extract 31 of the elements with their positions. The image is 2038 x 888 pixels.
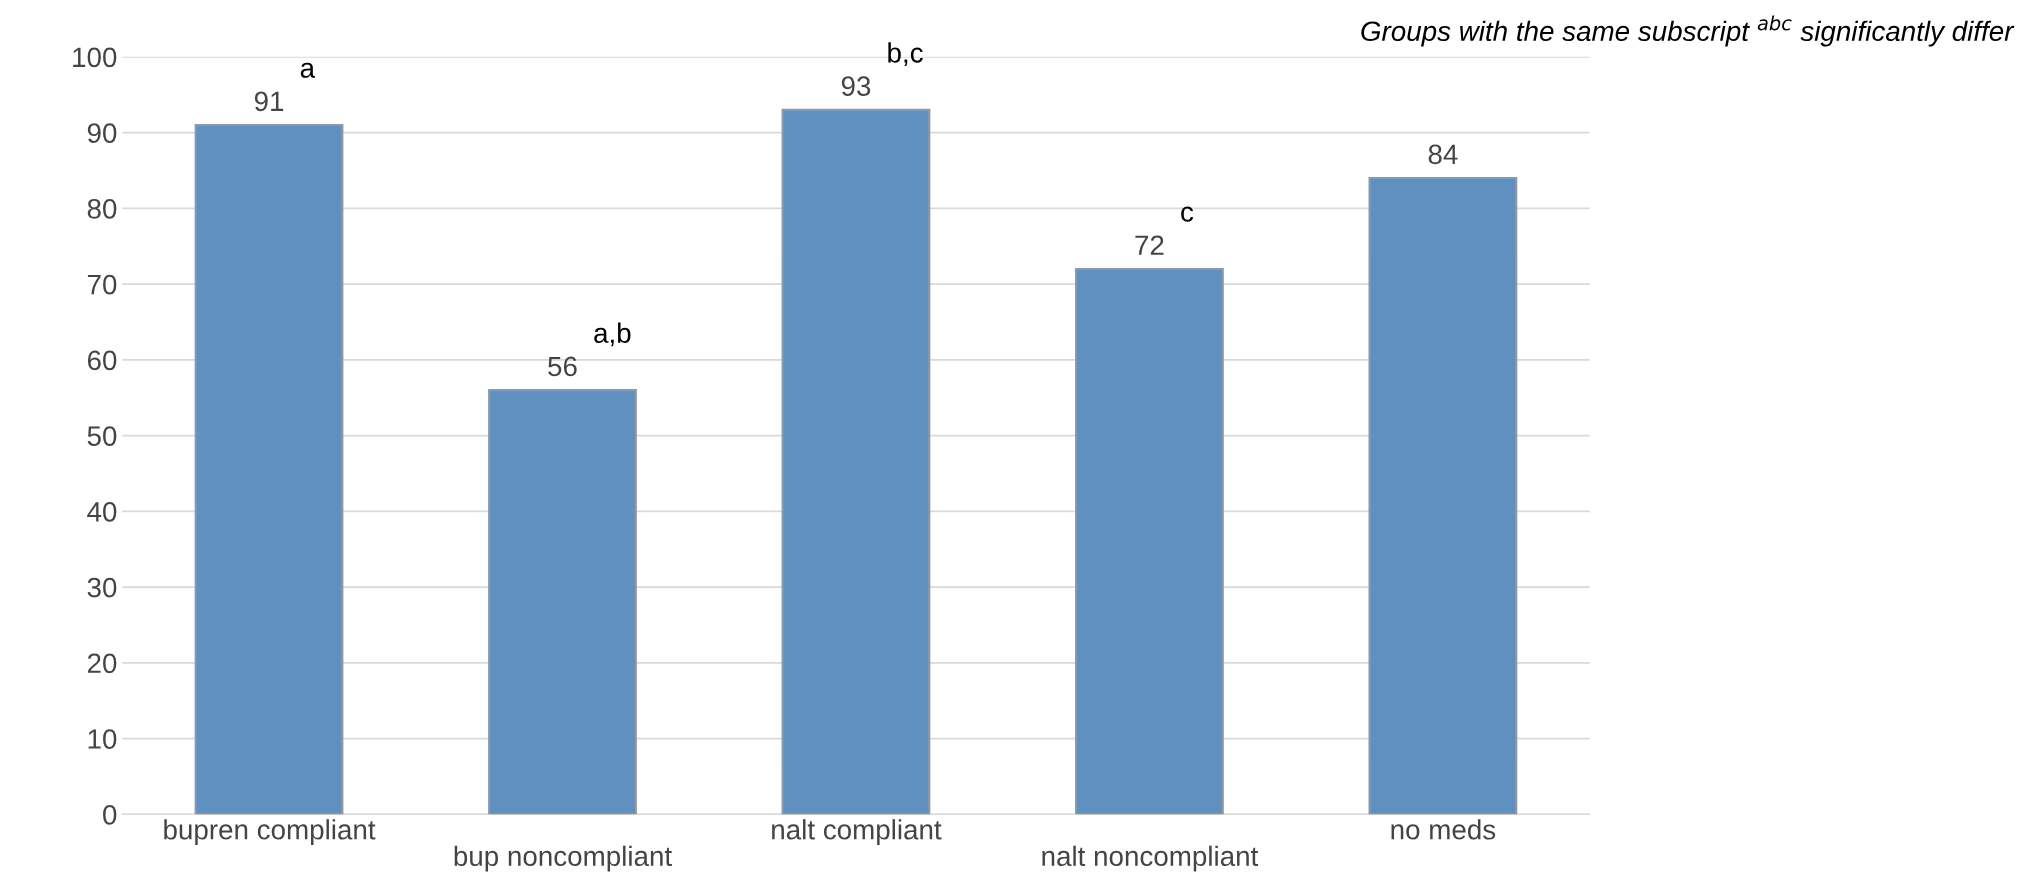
bar xyxy=(1368,176,1518,815)
y-tick-label: 20 xyxy=(87,653,117,674)
x-tick-label: nalt noncompliant xyxy=(1042,845,1259,872)
y-tick-label: 10 xyxy=(88,729,117,749)
data-label: 72 xyxy=(1135,235,1164,255)
annotation: c xyxy=(1181,206,1194,222)
data-label: 91 xyxy=(254,91,284,112)
data-label: 84 xyxy=(1428,144,1458,165)
y-tick-label: 30 xyxy=(87,577,117,598)
annotation: b,c xyxy=(888,42,923,66)
bar xyxy=(488,389,637,815)
data-label: 93 xyxy=(841,76,871,97)
y-tick-label: 80 xyxy=(87,198,117,219)
bar xyxy=(781,108,931,815)
y-tick-label: 50 xyxy=(87,426,117,446)
annotation: a xyxy=(300,62,316,78)
x-tick-label: no meds xyxy=(1391,819,1496,840)
y-tick-label: 70 xyxy=(87,274,117,295)
x-tick-label: bupren compliant xyxy=(164,819,376,846)
bar xyxy=(194,123,344,815)
y-tick-label: 0 xyxy=(103,804,117,825)
y-tick-label: 100 xyxy=(73,47,117,68)
text: Groups with the same subscript $^{abc}$ significantly differ xyxy=(1361,15,2015,47)
bar xyxy=(1075,267,1224,815)
y-tick-label: 60 xyxy=(87,350,117,371)
data-label: 56 xyxy=(548,356,577,377)
y-tick-label: 40 xyxy=(87,501,117,522)
annotation: a,b xyxy=(594,322,631,347)
x-tick-label: bup noncompliant xyxy=(454,845,672,872)
y-tick-label: 90 xyxy=(87,123,117,143)
x-tick-label: nalt compliant xyxy=(772,819,942,846)
